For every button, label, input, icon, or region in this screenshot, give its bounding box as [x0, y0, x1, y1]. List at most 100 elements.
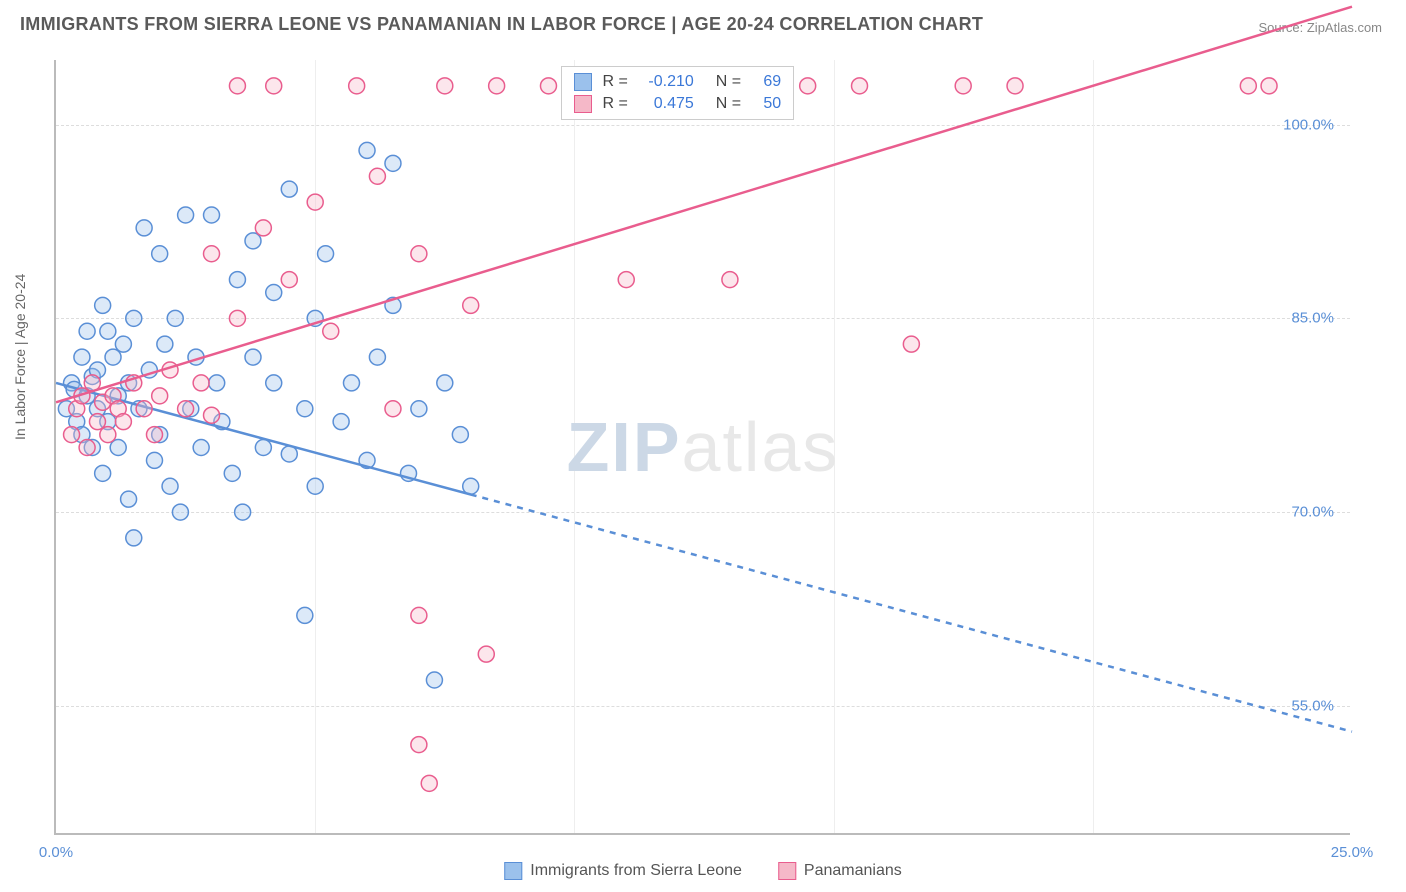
data-point-sierra_leone	[136, 220, 152, 236]
legend-item-panamanians: Panamanians	[778, 862, 902, 880]
data-point-sierra_leone	[281, 181, 297, 197]
data-point-panamanians	[903, 336, 919, 352]
data-point-panamanians	[193, 375, 209, 391]
data-point-panamanians	[411, 607, 427, 623]
stat-r-label: R =	[602, 73, 627, 91]
data-point-sierra_leone	[369, 349, 385, 365]
data-point-panamanians	[146, 427, 162, 443]
data-point-panamanians	[79, 440, 95, 456]
stat-n-label: N =	[716, 73, 741, 91]
data-point-sierra_leone	[121, 491, 137, 507]
legend-swatch-sierra_leone	[504, 862, 522, 880]
chart-title: IMMIGRANTS FROM SIERRA LEONE VS PANAMANI…	[20, 14, 983, 35]
stats-row-sierra_leone: R = -0.210 N = 69	[562, 71, 793, 93]
data-point-panamanians	[281, 272, 297, 288]
data-point-panamanians	[100, 427, 116, 443]
data-point-sierra_leone	[229, 272, 245, 288]
data-point-sierra_leone	[245, 349, 261, 365]
data-point-sierra_leone	[167, 310, 183, 326]
data-point-sierra_leone	[224, 465, 240, 481]
data-point-sierra_leone	[209, 375, 225, 391]
data-point-panamanians	[540, 78, 556, 94]
data-point-sierra_leone	[100, 323, 116, 339]
legend-swatch-panamanians	[574, 95, 592, 113]
data-point-panamanians	[1007, 78, 1023, 94]
stat-n-value-sierra_leone: 69	[751, 73, 781, 91]
data-point-sierra_leone	[178, 207, 194, 223]
data-point-panamanians	[266, 78, 282, 94]
data-point-panamanians	[204, 246, 220, 262]
data-point-panamanians	[349, 78, 365, 94]
data-point-panamanians	[115, 414, 131, 430]
chart-svg	[56, 60, 1352, 835]
data-point-sierra_leone	[297, 607, 313, 623]
data-point-sierra_leone	[333, 414, 349, 430]
data-point-panamanians	[411, 246, 427, 262]
stat-r-value-panamanians: 0.475	[638, 95, 694, 113]
source-attribution: Source: ZipAtlas.com	[1258, 20, 1382, 35]
stats-box: R = -0.210 N = 69 R = 0.475 N = 50	[561, 66, 794, 120]
stat-r-value-sierra_leone: -0.210	[638, 73, 694, 91]
data-point-panamanians	[385, 401, 401, 417]
legend-item-sierra_leone: Immigrants from Sierra Leone	[504, 862, 742, 880]
data-point-sierra_leone	[235, 504, 251, 520]
data-point-sierra_leone	[385, 155, 401, 171]
stat-n-label: N =	[716, 95, 741, 113]
data-point-sierra_leone	[172, 504, 188, 520]
data-point-sierra_leone	[343, 375, 359, 391]
legend-label-sierra_leone: Immigrants from Sierra Leone	[530, 862, 742, 880]
data-point-panamanians	[437, 78, 453, 94]
data-point-panamanians	[955, 78, 971, 94]
stat-r-label: R =	[602, 95, 627, 113]
data-point-panamanians	[1261, 78, 1277, 94]
data-point-panamanians	[136, 401, 152, 417]
y-axis-title: In Labor Force | Age 20-24	[12, 274, 28, 440]
data-point-panamanians	[489, 78, 505, 94]
data-point-panamanians	[178, 401, 194, 417]
data-point-sierra_leone	[255, 440, 271, 456]
data-point-panamanians	[618, 272, 634, 288]
data-point-sierra_leone	[146, 452, 162, 468]
data-point-sierra_leone	[266, 285, 282, 301]
data-point-panamanians	[64, 427, 80, 443]
data-point-sierra_leone	[204, 207, 220, 223]
legend-swatch-sierra_leone	[574, 73, 592, 91]
data-point-panamanians	[852, 78, 868, 94]
data-point-sierra_leone	[79, 323, 95, 339]
data-point-sierra_leone	[115, 336, 131, 352]
data-point-panamanians	[722, 272, 738, 288]
stat-n-value-panamanians: 50	[751, 95, 781, 113]
data-point-panamanians	[229, 78, 245, 94]
data-point-sierra_leone	[297, 401, 313, 417]
data-point-panamanians	[152, 388, 168, 404]
data-point-panamanians	[307, 194, 323, 210]
data-point-sierra_leone	[74, 349, 90, 365]
data-point-panamanians	[1240, 78, 1256, 94]
data-point-panamanians	[421, 775, 437, 791]
data-point-sierra_leone	[359, 142, 375, 158]
data-point-sierra_leone	[126, 530, 142, 546]
data-point-sierra_leone	[426, 672, 442, 688]
data-point-sierra_leone	[411, 401, 427, 417]
bottom-legend: Immigrants from Sierra Leone Panamanians	[504, 862, 901, 880]
legend-label-panamanians: Panamanians	[804, 862, 902, 880]
data-point-sierra_leone	[126, 310, 142, 326]
data-point-sierra_leone	[95, 297, 111, 313]
data-point-sierra_leone	[266, 375, 282, 391]
data-point-sierra_leone	[193, 440, 209, 456]
data-point-sierra_leone	[307, 478, 323, 494]
data-point-sierra_leone	[318, 246, 334, 262]
x-tick-label: 25.0%	[1331, 844, 1374, 861]
data-point-panamanians	[800, 78, 816, 94]
trendline-dashed-sierra_leone	[471, 495, 1352, 732]
data-point-sierra_leone	[95, 465, 111, 481]
data-point-panamanians	[411, 737, 427, 753]
data-point-sierra_leone	[157, 336, 173, 352]
data-point-panamanians	[369, 168, 385, 184]
data-point-sierra_leone	[437, 375, 453, 391]
data-point-panamanians	[204, 407, 220, 423]
legend-swatch-panamanians	[778, 862, 796, 880]
stats-row-panamanians: R = 0.475 N = 50	[562, 93, 793, 115]
data-point-panamanians	[463, 297, 479, 313]
data-point-panamanians	[255, 220, 271, 236]
